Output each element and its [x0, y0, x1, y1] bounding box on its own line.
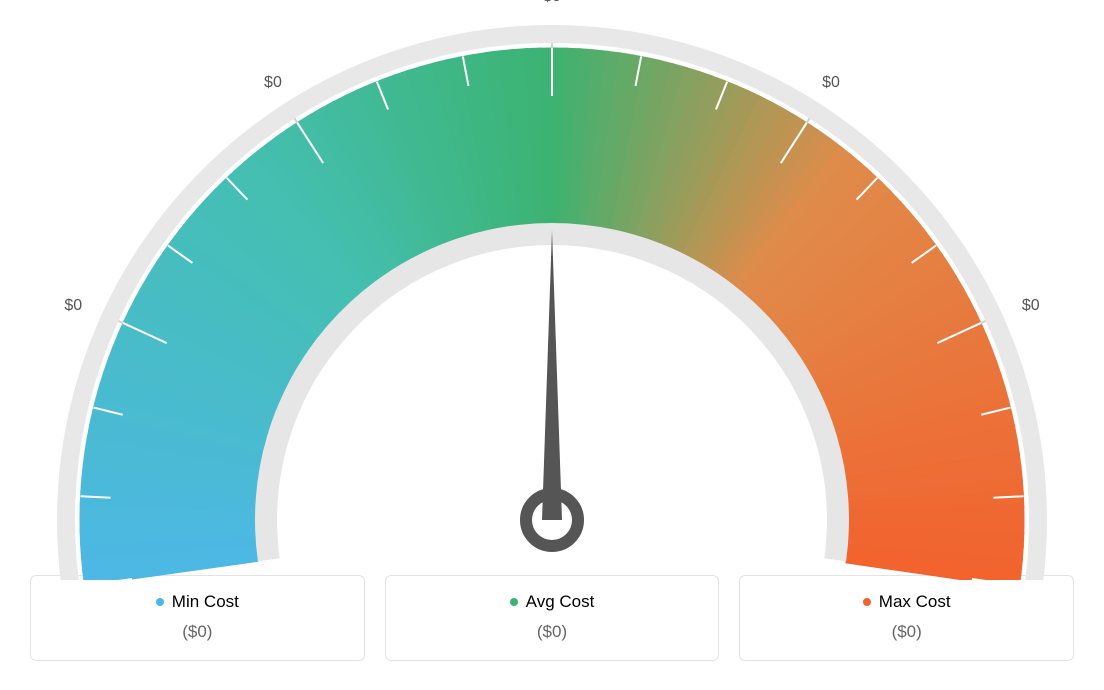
legend-title-avg: Avg Cost: [510, 592, 595, 612]
legend-dot-avg: [510, 598, 518, 606]
legend-label-max: Max Cost: [879, 592, 951, 612]
legend-value-min: ($0): [41, 622, 354, 642]
legend-dot-min: [156, 598, 164, 606]
gauge-svg: $0$0$0$0$0$0$0: [0, 0, 1104, 580]
tick-label: $0: [822, 74, 840, 91]
legend-value-max: ($0): [750, 622, 1063, 642]
legend-card-min: Min Cost ($0): [30, 575, 365, 661]
gauge: $0$0$0$0$0$0$0: [0, 0, 1104, 560]
legend-title-min: Min Cost: [156, 592, 239, 612]
tick-label: $0: [1022, 297, 1040, 314]
tick-label: $0: [543, 0, 561, 5]
legend-label-min: Min Cost: [172, 592, 239, 612]
legend-card-avg: Avg Cost ($0): [385, 575, 720, 661]
gauge-needle: [542, 230, 562, 520]
legend-value-avg: ($0): [396, 622, 709, 642]
legend-dot-max: [863, 598, 871, 606]
gauge-chart-container: $0$0$0$0$0$0$0 Min Cost ($0) Avg Cost ($…: [0, 0, 1104, 690]
legend-card-max: Max Cost ($0): [739, 575, 1074, 661]
tick-label: $0: [264, 74, 282, 91]
legend-label-avg: Avg Cost: [526, 592, 595, 612]
legend-title-max: Max Cost: [863, 592, 951, 612]
tick-label: $0: [64, 297, 82, 314]
legend-row: Min Cost ($0) Avg Cost ($0) Max Cost ($0…: [0, 575, 1104, 661]
